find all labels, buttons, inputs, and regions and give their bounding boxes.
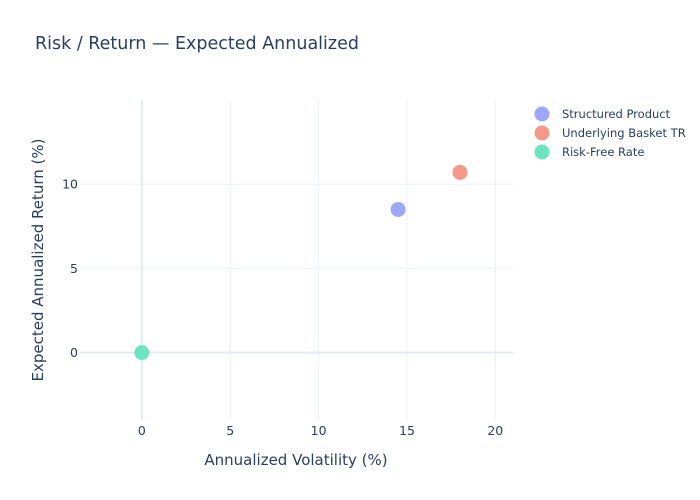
x-tick-label: 10 — [311, 423, 327, 438]
data-points — [134, 164, 468, 361]
data-point — [452, 164, 468, 180]
y-tick-label: 0 — [70, 345, 78, 360]
x-tick-label: 15 — [399, 423, 415, 438]
legend-marker — [534, 144, 550, 160]
legend: Structured Product Underlying Basket TR Ri… — [534, 106, 686, 160]
y-tick-label: 10 — [62, 177, 78, 192]
legend-label: Risk-Free Rate — [562, 145, 644, 159]
grid — [80, 100, 513, 420]
y-tick-label: 5 — [70, 261, 78, 276]
y-axis-ticks: 0 5 10 — [62, 177, 78, 360]
x-axis-title: Annualized Volatility (%) — [204, 451, 387, 469]
x-axis-ticks: 0 5 10 15 20 — [138, 423, 503, 438]
data-point — [134, 345, 150, 361]
legend-marker — [534, 125, 550, 141]
legend-label: Underlying Basket TR — [562, 126, 686, 140]
legend-label: Structured Product — [562, 107, 671, 121]
chart-title: Risk / Return — Expected Annualized — [35, 34, 359, 54]
x-tick-label: 5 — [226, 423, 234, 438]
data-point — [390, 201, 406, 217]
legend-marker — [534, 106, 550, 122]
y-axis-title: Expected Annualized Return (%) — [29, 139, 47, 382]
x-tick-label: 20 — [487, 423, 503, 438]
x-tick-label: 0 — [138, 423, 146, 438]
